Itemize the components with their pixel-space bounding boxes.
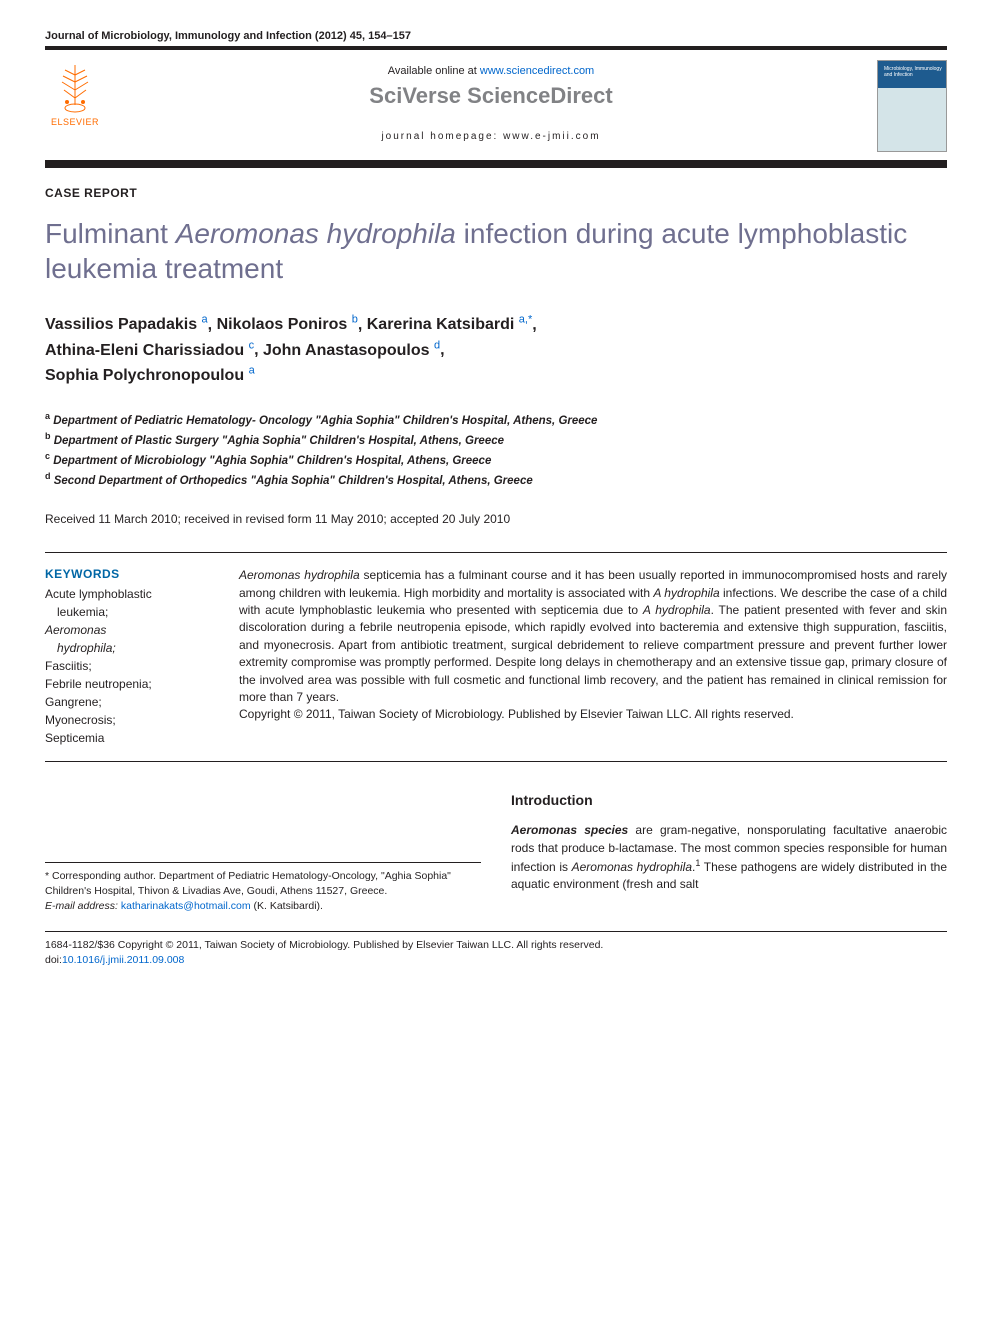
abstract-text: Aeromonas hydrophila [239,568,360,582]
elsevier-label: ELSEVIER [51,117,99,127]
copyright-line: 1684-1182/$36 Copyright © 2011, Taiwan S… [45,938,947,953]
sciverse-logo: SciVerse ScienceDirect [123,83,859,109]
affiliation: b Department of Plastic Surgery "Aghia S… [45,430,947,450]
affiliation: c Department of Microbiology "Aghia Soph… [45,450,947,470]
available-label: Available online at [388,65,480,77]
abstract-text: A hydrophila [643,603,711,617]
cover-title: Microbiology, Immunology and Infection [884,67,946,78]
keywords-heading: KEYWORDS [45,567,215,581]
homepage-line: journal homepage: www.e-jmii.com [123,131,859,142]
keyword: Myonecrosis; [45,713,116,727]
abstract-section: KEYWORDS Acute lymphoblastic leukemia; A… [45,552,947,762]
email-link[interactable]: katharinakats@hotmail.com [121,900,251,912]
doi-line: doi:10.1016/j.jmii.2011.09.008 [45,953,947,968]
header-center: Available online at www.sciencedirect.co… [123,60,859,146]
author: Vassilios Papadakis a [45,316,208,333]
title-species: Aeromonas hydrophila [176,218,456,249]
keyword: leukemia; [45,603,215,621]
keywords-column: KEYWORDS Acute lymphoblastic leukemia; A… [45,567,215,747]
available-online: Available online at www.sciencedirect.co… [123,65,859,77]
bottom-copyright: 1684-1182/$36 Copyright © 2011, Taiwan S… [45,931,947,967]
homepage-url: www.e-jmii.com [503,131,600,142]
keyword: hydrophila; [45,639,215,657]
abstract-copyright: Copyright © 2011, Taiwan Society of Micr… [239,707,794,721]
intro-text: Aeromonas hydrophila [572,860,692,874]
right-column: Introduction Aeromonas species are gram-… [511,792,947,913]
article-dates: Received 11 March 2010; received in revi… [45,512,947,526]
title-part1: Fulminant [45,218,176,249]
corresponding-author: * Corresponding author. Department of Pe… [45,869,481,898]
affiliations: a Department of Pediatric Hematology- On… [45,410,947,490]
abstract-body: Aeromonas hydrophila septicemia has a fu… [239,567,947,747]
email-who: (K. Katsibardi). [251,900,323,912]
sciencedirect-link[interactable]: www.sciencedirect.com [480,65,594,77]
authors-list: Vassilios Papadakis a, Nikolaos Poniros … [45,312,947,388]
author: Nikolaos Poniros b [217,316,358,333]
abstract-text: . The patient presented with fever and s… [239,603,947,704]
keyword: Acute lymphoblastic [45,587,152,601]
keyword: Aeromonas [45,621,215,639]
keyword: Febrile neutropenia; [45,677,152,691]
author: Athina-Eleni Charissiadou c [45,342,254,359]
author: John Anastasopoulos d [263,342,440,359]
keyword: Fasciitis; [45,659,92,673]
introduction-body: Aeromonas species are gram-negative, non… [511,822,947,894]
doi-link[interactable]: 10.1016/j.jmii.2011.09.008 [62,954,184,966]
article-type: CASE REPORT [45,186,947,200]
elsevier-tree-icon [50,60,100,115]
two-column-body: * Corresponding author. Department of Pe… [45,792,947,913]
left-column: * Corresponding author. Department of Pe… [45,792,481,913]
header: ELSEVIER Available online at www.science… [45,60,947,152]
elsevier-logo: ELSEVIER [45,60,105,127]
affiliation: d Second Department of Orthopedics "Aghi… [45,470,947,490]
keyword: Septicemia [45,731,104,745]
homepage-label: journal homepage: [381,131,503,142]
intro-text: Aeromonas species [511,823,628,837]
journal-citation: Journal of Microbiology, Immunology and … [45,30,947,42]
thick-rule [45,160,947,168]
abstract-text: A hydrophila [653,586,719,600]
email-label: E-mail address: [45,900,121,912]
corresponding-footnote: * Corresponding author. Department of Pe… [45,862,481,913]
author: Karerina Katsibardi a,* [367,316,533,333]
keyword: Gangrene; [45,695,102,709]
affiliation: a Department of Pediatric Hematology- On… [45,410,947,430]
journal-cover-thumbnail: Microbiology, Immunology and Infection [877,60,947,152]
top-rule [45,46,947,50]
article-title: Fulminant Aeromonas hydrophila infection… [45,216,947,286]
doi-label: doi: [45,954,62,966]
introduction-heading: Introduction [511,792,947,808]
keywords-list: Acute lymphoblastic leukemia; Aeromonas … [45,585,215,747]
author: Sophia Polychronopoulou a [45,367,255,384]
email-line: E-mail address: katharinakats@hotmail.co… [45,899,481,914]
